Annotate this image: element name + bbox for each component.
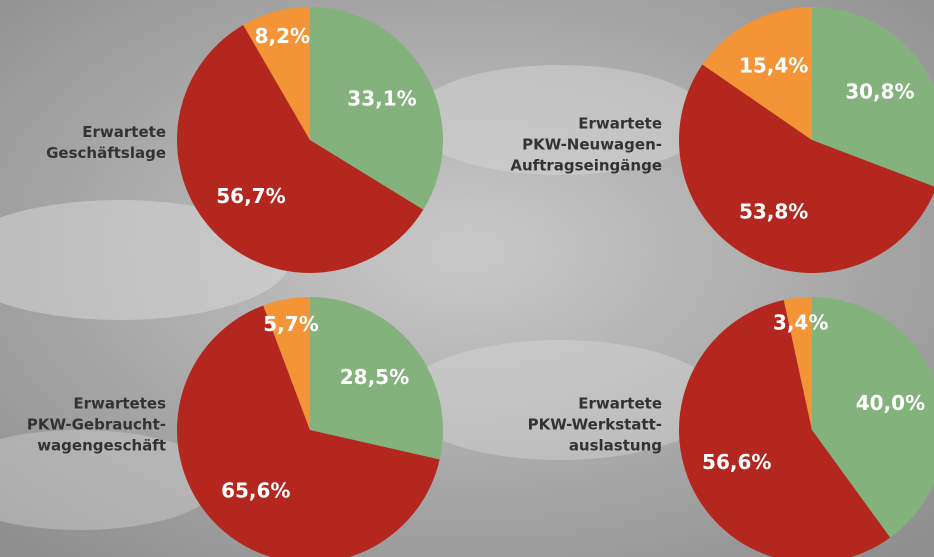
pie-title: PKW-Werkstatt- (528, 416, 662, 434)
pie-title: Geschäftslage (46, 144, 166, 162)
value-label: 33,1% (347, 86, 416, 110)
value-label: 40,0% (856, 391, 925, 415)
background-shape (400, 340, 720, 460)
value-label: 28,5% (340, 365, 409, 389)
pie-title: Erwartete (578, 395, 662, 413)
pie-title: Erwartete (578, 115, 662, 133)
pie-title: PKW-Neuwagen- (522, 136, 662, 154)
value-label: 56,6% (702, 450, 771, 474)
value-label: 3,4% (773, 311, 828, 335)
value-label: 30,8% (845, 80, 914, 104)
pie-title: wagengeschäft (37, 437, 166, 455)
pie-title: Erwartetes (73, 395, 166, 413)
page: 33,1% 56,7% 8,2% Erwartete Geschäftslage 30,8… (0, 0, 934, 557)
value-label: 15,4% (739, 54, 808, 78)
value-label: 56,7% (216, 184, 285, 208)
value-label: 5,7% (263, 312, 318, 336)
pie-title: Erwartete (82, 123, 166, 141)
value-label: 65,6% (221, 479, 290, 503)
value-label: 53,8% (739, 199, 808, 223)
pie-title: auslastung (569, 437, 662, 455)
value-label: 8,2% (255, 24, 310, 48)
pie-title: Auftragseingänge (510, 157, 662, 175)
pie-title: PKW-Gebraucht- (27, 416, 166, 434)
